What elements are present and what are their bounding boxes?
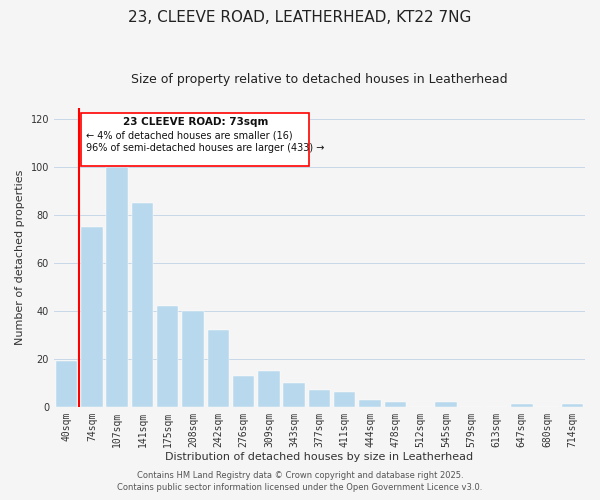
Text: 23 CLEEVE ROAD: 73sqm: 23 CLEEVE ROAD: 73sqm xyxy=(122,117,268,127)
FancyBboxPatch shape xyxy=(81,114,310,166)
Bar xyxy=(511,404,533,407)
Title: Size of property relative to detached houses in Leatherhead: Size of property relative to detached ho… xyxy=(131,72,508,86)
Text: ← 4% of detached houses are smaller (16): ← 4% of detached houses are smaller (16) xyxy=(86,130,293,140)
Bar xyxy=(258,371,280,407)
Bar xyxy=(182,311,204,407)
Bar xyxy=(56,362,77,407)
Bar xyxy=(131,204,153,407)
Bar xyxy=(435,402,457,407)
Bar xyxy=(208,330,229,407)
Text: Contains HM Land Registry data © Crown copyright and database right 2025.
Contai: Contains HM Land Registry data © Crown c… xyxy=(118,471,482,492)
Bar xyxy=(562,404,583,407)
Text: 96% of semi-detached houses are larger (433) →: 96% of semi-detached houses are larger (… xyxy=(86,144,325,154)
Bar xyxy=(359,400,381,407)
Bar xyxy=(157,306,178,407)
X-axis label: Distribution of detached houses by size in Leatherhead: Distribution of detached houses by size … xyxy=(166,452,473,462)
Bar xyxy=(385,402,406,407)
Bar xyxy=(233,376,254,407)
Bar xyxy=(309,390,330,407)
Bar xyxy=(283,383,305,407)
Y-axis label: Number of detached properties: Number of detached properties xyxy=(15,170,25,345)
Text: 23, CLEEVE ROAD, LEATHERHEAD, KT22 7NG: 23, CLEEVE ROAD, LEATHERHEAD, KT22 7NG xyxy=(128,10,472,25)
Bar xyxy=(334,392,355,407)
Bar xyxy=(106,168,128,407)
Bar xyxy=(81,227,103,407)
